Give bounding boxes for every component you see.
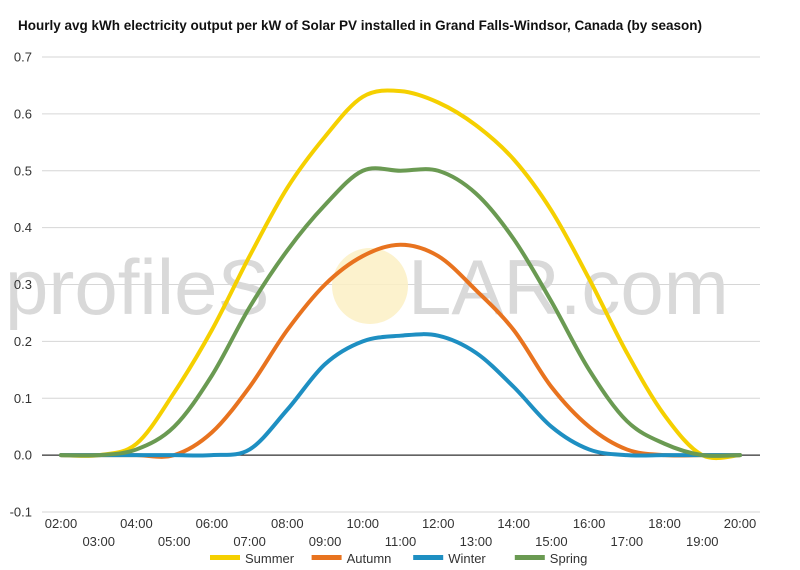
watermark: profileS LAR.com: [5, 243, 729, 331]
legend-label-summer: Summer: [245, 551, 295, 566]
y-tick-label: 0.6: [14, 106, 32, 121]
y-tick-label: 0.4: [14, 220, 32, 235]
x-tick-label: 02:00: [45, 516, 78, 531]
x-tick-label: 07:00: [233, 534, 266, 549]
x-tick-label: 16:00: [573, 516, 606, 531]
y-tick-label: 0.5: [14, 163, 32, 178]
x-tick-label: 18:00: [648, 516, 681, 531]
legend-swatch-winter: [413, 555, 444, 560]
x-tick-label: 09:00: [309, 534, 342, 549]
y-tick-label: 0.0: [14, 448, 32, 463]
legend-label-spring: Spring: [550, 551, 588, 566]
x-axis-ticks: 02:00 03:00 04:00 05:00 06:00 07:00 08:00 09:00…: [45, 516, 757, 549]
legend-swatch-autumn: [311, 555, 342, 560]
x-tick-label: 20:00: [724, 516, 757, 531]
x-tick-label: 14:00: [497, 516, 530, 531]
series-line-spring: [59, 166, 742, 458]
series-line-summer: [59, 88, 742, 461]
y-tick-label: 0.7: [14, 50, 32, 65]
x-tick-label: 13:00: [460, 534, 493, 549]
x-tick-label: 05:00: [158, 534, 191, 549]
series-lines: [59, 88, 742, 461]
x-tick-label: 17:00: [611, 534, 644, 549]
series-line-winter: [59, 332, 742, 458]
x-tick-label: 11:00: [385, 534, 417, 549]
y-axis-ticks: -0.1 0.0 0.1 0.2 0.3 0.4 0.5 0.6 0.7: [10, 50, 32, 520]
x-tick-label: 12:00: [422, 516, 455, 531]
y-tick-label: 0.2: [14, 334, 32, 349]
chart-title: Hourly avg kWh electricity output per kW…: [18, 18, 703, 33]
x-tick-label: 15:00: [535, 534, 568, 549]
x-tick-label: 03:00: [82, 534, 115, 549]
legend: Summer Autumn Winter Spring: [210, 551, 587, 566]
watermark-text-right: LAR.com: [408, 243, 729, 331]
watermark-sun-icon: [332, 248, 408, 324]
x-tick-label: 10:00: [347, 516, 380, 531]
legend-label-autumn: Autumn: [347, 551, 392, 566]
legend-swatch-summer: [210, 555, 240, 560]
watermark-text-left: profileS: [5, 243, 269, 331]
y-tick-label: -0.1: [10, 505, 32, 520]
y-tick-label: 0.3: [14, 277, 32, 292]
x-tick-label: 06:00: [196, 516, 229, 531]
x-tick-label: 19:00: [686, 534, 719, 549]
x-tick-label: 08:00: [271, 516, 304, 531]
y-tick-label: 0.1: [14, 391, 32, 406]
x-tick-label: 04:00: [120, 516, 153, 531]
legend-swatch-spring: [514, 555, 545, 560]
legend-label-winter: Winter: [448, 551, 486, 566]
